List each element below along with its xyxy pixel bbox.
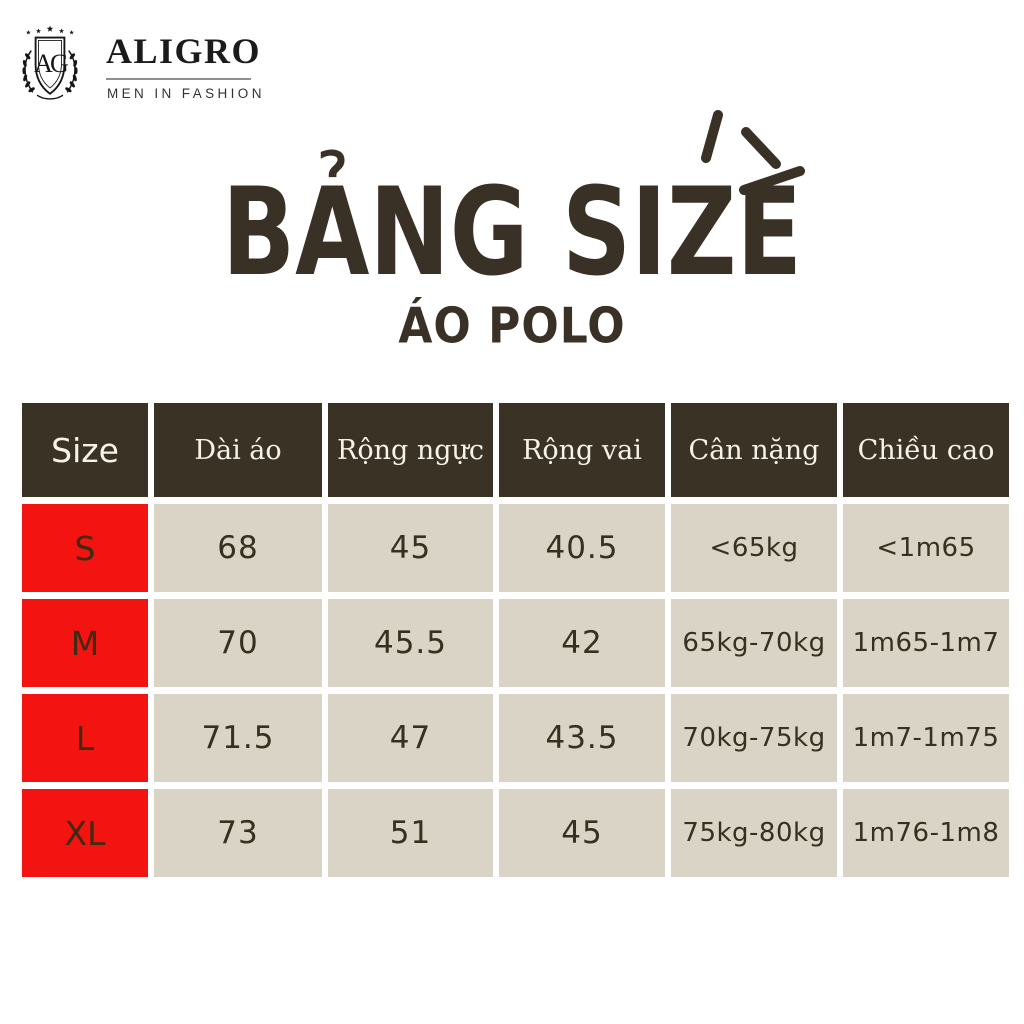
size-cell-l: L <box>22 694 148 782</box>
table-cell: 70 <box>154 599 322 687</box>
table-cell: 1m65-1m7 <box>843 599 1009 687</box>
size-cell-xl: XL <box>22 789 148 877</box>
table-cell: 71.5 <box>154 694 322 782</box>
table-cell: <1m65 <box>843 504 1009 592</box>
table-cell: 73 <box>154 789 322 877</box>
page-title: BẢNG SIZE <box>221 161 803 304</box>
table-cell: <65kg <box>671 504 837 592</box>
column-header-chieu-cao: Chiều cao <box>843 403 1009 497</box>
table-cell: 1m7-1m75 <box>843 694 1009 782</box>
column-header-rong-nguc: Rộng ngực <box>328 403 493 497</box>
table-cell: 45.5 <box>328 599 493 687</box>
table-cell: 45 <box>499 789 665 877</box>
table-cell: 65kg-70kg <box>671 599 837 687</box>
crest-monogram: AG <box>34 49 68 78</box>
brand-tagline: MEN IN FASHION <box>107 86 265 101</box>
column-header-size: Size <box>22 403 148 497</box>
table-cell: 1m76-1m8 <box>843 789 1009 877</box>
column-header-dai-ao: Dài áo <box>154 403 322 497</box>
column-header-can-nang: Cân nặng <box>671 403 837 497</box>
table-cell: 42 <box>499 599 665 687</box>
column-header-rong-vai: Rộng vai <box>499 403 665 497</box>
table-cell: 70kg-75kg <box>671 694 837 782</box>
table-cell: 47 <box>328 694 493 782</box>
page-subtitle: ÁO POLO <box>398 297 626 355</box>
brand-divider <box>106 78 251 80</box>
brand-name: ALIGRO <box>106 31 262 71</box>
table-cell: 68 <box>154 504 322 592</box>
brand-crest-icon: AG <box>21 25 79 100</box>
size-table: Size Dài áo Rộng ngực Rộng vai Cân nặng … <box>22 403 1009 877</box>
table-cell: 51 <box>328 789 493 877</box>
table-cell: 43.5 <box>499 694 665 782</box>
table-cell: 40.5 <box>499 504 665 592</box>
size-cell-s: S <box>22 504 148 592</box>
table-cell: 45 <box>328 504 493 592</box>
size-cell-m: M <box>22 599 148 687</box>
sparkle-accent-icon <box>701 110 805 195</box>
table-cell: 75kg-80kg <box>671 789 837 877</box>
